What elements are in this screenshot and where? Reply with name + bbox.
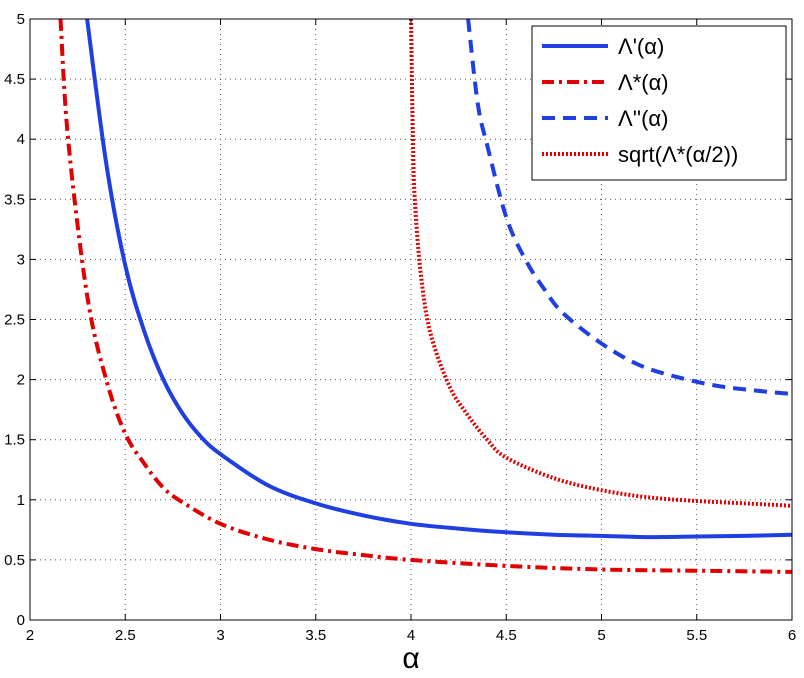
series-line-3: [466, 19, 792, 396]
y-tick-label: 2.5: [4, 312, 25, 329]
y-tick-label: 0: [17, 612, 25, 629]
ticks: 2 2.5 3 3.5 4 4.5 5 5.5 6 0 0.5 1 1.5 2 2.5 3 3.5 4 4.5 5: [4, 11, 796, 644]
y-tick-label: 4.5: [4, 71, 25, 88]
x-tick-label: 3.5: [305, 627, 326, 644]
y-tick-label: 2: [17, 372, 25, 389]
legend-label-4: sqrt(Λ*(α/2)): [618, 142, 738, 167]
y-tick-label: 1: [17, 492, 25, 509]
legend-label-2: Λ*(α): [618, 70, 669, 95]
x-tick-label: 6: [788, 627, 796, 644]
series-line-2: [58, 19, 792, 574]
x-tick-label: 2.5: [115, 627, 136, 644]
x-tick-label: 4: [407, 627, 415, 644]
y-tick-label: 1.5: [4, 432, 25, 449]
y-tick-label: 5: [17, 11, 25, 28]
x-tick-label: 4.5: [496, 627, 517, 644]
y-tick-label: 4: [17, 131, 25, 148]
legend-label-1: Λ'(α): [618, 34, 664, 59]
legend-label-3: Λ''(α): [618, 106, 668, 131]
legend: Λ'(α) Λ*(α) Λ''(α) sqrt(Λ*(α/2)): [531, 25, 787, 181]
x-tick-label: 3: [216, 627, 224, 644]
series-line-1: [85, 19, 792, 540]
x-tick-label: 2: [26, 627, 34, 644]
y-tick-label: 3.5: [4, 191, 25, 208]
y-tick-label: 3: [17, 251, 25, 268]
x-axis-label: α: [402, 642, 419, 675]
x-tick-label: 5.5: [686, 627, 707, 644]
y-tick-label: 0.5: [4, 552, 25, 569]
series-layer: [58, 19, 792, 574]
series-line-4: [409, 19, 792, 508]
x-tick-label: 5: [597, 627, 605, 644]
